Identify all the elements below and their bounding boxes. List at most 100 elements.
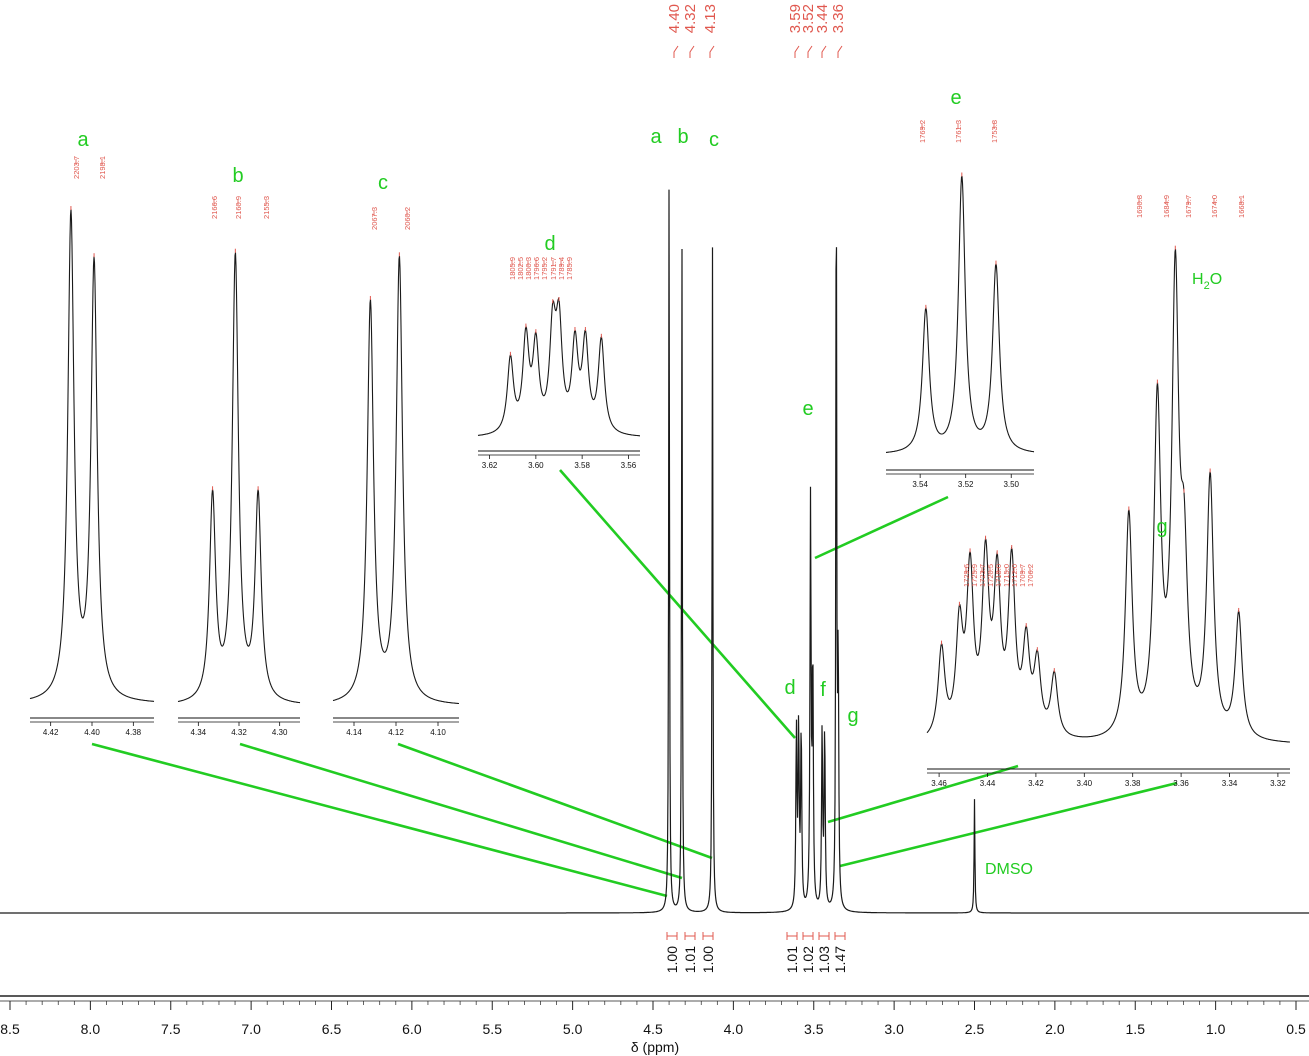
solvent-label: DMSO — [985, 861, 1033, 878]
inset-hz-label: 1729.6 — [962, 564, 971, 587]
x-axis-title: δ (ppm) — [631, 1039, 679, 1055]
inset-hz-label: 1761.3 — [954, 120, 963, 143]
peak-letter-a: a — [650, 126, 662, 148]
inset-hz-label: 1668.1 — [1237, 195, 1246, 218]
peak-letter-c: c — [709, 129, 719, 151]
inset-connector-line — [239, 742, 683, 880]
inset-tick-label: 4.34 — [191, 728, 207, 737]
inset-tick-label: 4.12 — [388, 728, 404, 737]
inset-tick-label: 3.62 — [482, 461, 498, 470]
inset-tick-label: 3.38 — [1125, 779, 1141, 788]
x-tick-label: 6.0 — [402, 1021, 422, 1037]
x-tick-label: 5.5 — [483, 1021, 503, 1037]
inset-tick-label: 4.38 — [126, 728, 142, 737]
inset-tick-label: 3.54 — [912, 480, 928, 489]
top-shift-label: 4.32 — [682, 4, 699, 33]
inset-hz-label: 1709.7 — [1018, 564, 1027, 587]
inset-hz-label: 1674.0 — [1210, 195, 1219, 218]
x-tick-label: 4.5 — [643, 1021, 663, 1037]
inset-hz-label: 1791.7 — [549, 257, 558, 280]
inset-hz-label: 1720.5 — [986, 564, 995, 587]
inset-tick-label: 3.52 — [958, 480, 974, 489]
inset-hz-label: 1679.7 — [1184, 195, 1193, 218]
integration-value: 1.00 — [664, 946, 680, 973]
peak-letter-f: f — [820, 679, 826, 701]
inset-connector-line — [91, 742, 668, 898]
inset-trace — [332, 255, 459, 705]
inset-tick-label: 4.10 — [430, 728, 446, 737]
inset-trace — [177, 252, 301, 704]
top-shift-connector — [673, 45, 679, 58]
inset-hz-label: 2198.1 — [98, 156, 107, 179]
inset-connector-line — [839, 781, 1178, 868]
inset-hz-label: 2067.3 — [370, 207, 379, 230]
inset-hz-label: 1712.0 — [1010, 564, 1019, 587]
top-shift-label: 3.59 — [787, 4, 804, 33]
water-label-h: H — [1192, 271, 1204, 288]
integration-bracket — [786, 932, 798, 940]
water-label-o: O — [1210, 271, 1222, 288]
inset-tick-label: 3.34 — [1222, 779, 1238, 788]
top-shift-connector — [794, 45, 800, 58]
inset-letter: c — [378, 172, 388, 194]
inset-hz-label: 1706.2 — [1026, 564, 1035, 587]
x-tick-label: 8.5 — [0, 1021, 20, 1037]
inset-hz-label: 2155.3 — [262, 196, 271, 219]
inset-hz-label: 1725.9 — [970, 564, 979, 587]
top-shift-connector — [821, 45, 827, 58]
integration-value: 1.01 — [784, 946, 800, 973]
inset-tick-label: 3.60 — [528, 461, 544, 470]
inset-tick-label: 3.50 — [1003, 480, 1019, 489]
top-shift-label: 3.36 — [830, 4, 847, 33]
x-tick-label: 3.5 — [804, 1021, 824, 1037]
inset-letter: d — [544, 233, 555, 255]
inset-letter: b — [232, 165, 243, 187]
x-tick-label: 8.0 — [81, 1021, 101, 1037]
x-tick-label: 1.0 — [1206, 1021, 1226, 1037]
inset-d: 3.62 3.60 3.58 3.56 1805.9 1802.5 1800.3 1796.6… — [477, 233, 640, 470]
integration-value: 1.47 — [832, 946, 848, 973]
inset-hz-label: 2203.7 — [72, 156, 81, 179]
inset-hz-label: 1785.9 — [565, 257, 574, 280]
inset-hz-label: 1769.2 — [918, 120, 927, 143]
peak-letter-b: b — [677, 126, 688, 148]
inset-hz-label: 1753.8 — [990, 120, 999, 143]
inset-trace — [926, 248, 1290, 743]
inset-b: 4.34 4.32 4.30 2166.6 2160.9 2155.3 b — [177, 165, 301, 737]
x-tick-label: 0.5 — [1286, 1021, 1306, 1037]
inset-tick-label: 3.40 — [1077, 779, 1093, 788]
integration-bracket — [834, 932, 846, 940]
inset-tick-label: 4.30 — [272, 728, 288, 737]
inset-connector-line — [827, 764, 1019, 824]
integration-bracket — [818, 932, 830, 940]
inset-hz-label: 1684.9 — [1162, 195, 1171, 218]
inset-tick-label: 3.42 — [1028, 779, 1044, 788]
inset-tick-label: 4.42 — [43, 728, 59, 737]
integration-value: 1.00 — [700, 946, 716, 973]
x-tick-label: 4.0 — [724, 1021, 744, 1037]
integration-bracket — [684, 932, 696, 940]
x-tick-label: 7.0 — [241, 1021, 261, 1037]
inset-letter: a — [77, 129, 89, 151]
inset-tick-label: 3.58 — [574, 461, 590, 470]
inset-hz-label: 1789.4 — [557, 257, 566, 280]
top-shift-connector — [807, 45, 813, 58]
integration-value: 1.01 — [682, 946, 698, 973]
integration-value: 1.02 — [800, 946, 816, 973]
main-spectrum-trace — [0, 189, 1309, 914]
x-tick-label: 1.5 — [1126, 1021, 1146, 1037]
inset-tick-label: 3.56 — [621, 461, 637, 470]
top-shift-connector — [837, 45, 843, 58]
inset-tick-label: 4.40 — [84, 728, 100, 737]
inset-connector-line — [814, 495, 949, 560]
inset-letter: g — [1156, 516, 1167, 538]
inset-hz-label: 1715.0 — [1002, 564, 1011, 587]
peak-letter-e: e — [802, 398, 813, 420]
inset-hz-label: 2166.6 — [210, 196, 219, 219]
top-shift-label: 4.40 — [666, 4, 683, 33]
x-tick-label: 6.5 — [322, 1021, 342, 1037]
top-shift-label: 3.44 — [814, 4, 831, 33]
inset-tick-label: 3.46 — [931, 779, 947, 788]
